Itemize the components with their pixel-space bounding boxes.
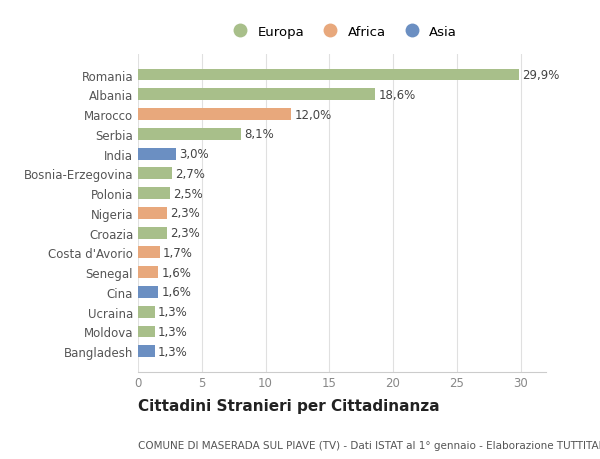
Text: 12,0%: 12,0% (294, 108, 331, 121)
Text: 1,3%: 1,3% (158, 306, 188, 319)
Text: 2,5%: 2,5% (173, 187, 203, 200)
Bar (138, 148, 176, 160)
Text: 8,1%: 8,1% (244, 128, 274, 141)
Bar (138, 69, 519, 81)
Text: COMUNE DI MASERADA SUL PIAVE (TV) - Dati ISTAT al 1° gennaio - Elaborazione TUTT: COMUNE DI MASERADA SUL PIAVE (TV) - Dati… (138, 440, 600, 450)
Bar (138, 89, 375, 101)
Bar (138, 326, 155, 338)
Text: Cittadini Stranieri per Cittadinanza: Cittadini Stranieri per Cittadinanza (138, 398, 440, 413)
Text: 29,9%: 29,9% (523, 69, 560, 82)
Legend: Europa, Africa, Asia: Europa, Africa, Asia (221, 21, 463, 44)
Bar (138, 168, 172, 180)
Bar (138, 286, 158, 298)
Text: 2,3%: 2,3% (170, 207, 200, 220)
Bar (138, 247, 160, 259)
Text: 1,3%: 1,3% (158, 325, 188, 338)
Text: 1,6%: 1,6% (161, 286, 191, 299)
Text: 1,7%: 1,7% (163, 246, 193, 259)
Text: 1,3%: 1,3% (158, 345, 188, 358)
Bar (138, 188, 170, 200)
Bar (138, 346, 155, 358)
Bar (138, 227, 167, 239)
Bar (138, 267, 158, 279)
Bar (138, 129, 241, 140)
Text: 3,0%: 3,0% (179, 148, 209, 161)
Bar (138, 109, 291, 121)
Bar (138, 207, 167, 219)
Text: 2,7%: 2,7% (176, 168, 205, 180)
Text: 1,6%: 1,6% (161, 266, 191, 279)
Bar (138, 306, 155, 318)
Text: 18,6%: 18,6% (379, 89, 416, 101)
Text: 2,3%: 2,3% (170, 227, 200, 240)
